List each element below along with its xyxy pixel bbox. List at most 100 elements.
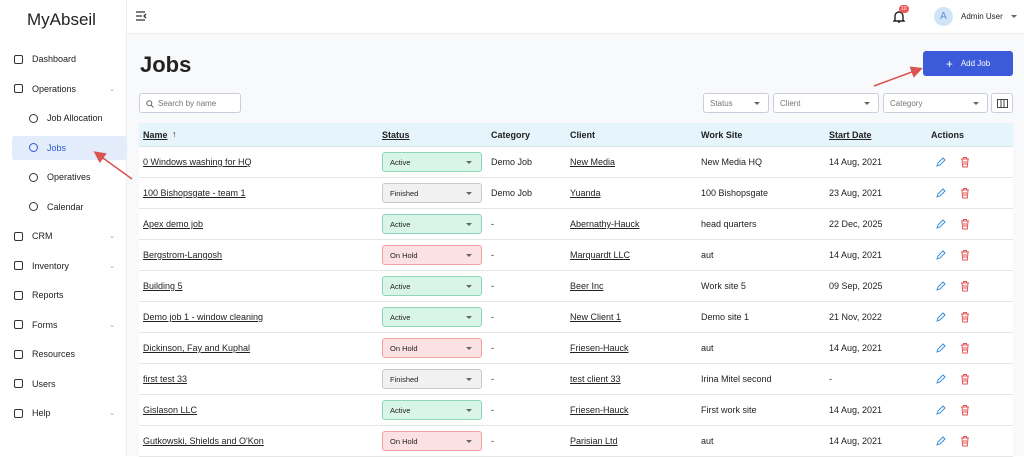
job-name-link[interactable]: Dickinson, Fay and Kuphal	[143, 343, 251, 353]
job-name-link[interactable]: Apex demo job	[143, 219, 204, 229]
status-dropdown[interactable]: Finished	[382, 183, 482, 203]
edit-button[interactable]	[936, 312, 946, 322]
filter-dropdown[interactable]: Category	[883, 93, 988, 113]
nav-label: Help	[32, 408, 51, 418]
delete-button[interactable]	[960, 188, 970, 199]
delete-button[interactable]	[960, 219, 970, 230]
expand-chevron: ⌄	[109, 410, 115, 417]
category-cell: -	[491, 405, 494, 415]
job-name-link[interactable]: 100 Bishopsgate - team 1	[143, 188, 246, 198]
job-name-link[interactable]: first test 33	[143, 374, 188, 384]
delete-button[interactable]	[960, 405, 970, 416]
edit-button[interactable]	[936, 219, 946, 229]
status-dropdown[interactable]: On Hold	[382, 338, 482, 358]
status-label: Active	[390, 405, 411, 415]
nav-item[interactable]: Operatives	[12, 165, 127, 189]
nav-item[interactable]: Jobs	[12, 135, 127, 160]
status-dropdown[interactable]: On Hold	[382, 245, 482, 265]
client-link[interactable]: New Media	[570, 157, 616, 167]
avatar[interactable]: A	[934, 7, 953, 26]
table-row: 100 Bishopsgate - team 1 Finished Demo Job…	[139, 178, 1013, 209]
menu-toggle[interactable]	[136, 11, 147, 21]
dropdown-chevron	[466, 409, 472, 412]
client-link[interactable]: Parisian Ltd	[570, 436, 618, 446]
status-dropdown[interactable]: Finished	[382, 369, 482, 389]
delete-button[interactable]	[960, 250, 970, 261]
status-dropdown[interactable]: Active	[382, 307, 482, 327]
work-site-cell: aut	[701, 250, 714, 260]
edit-button[interactable]	[936, 374, 946, 384]
status-dropdown[interactable]: Active	[382, 276, 482, 296]
edit-button[interactable]	[936, 436, 946, 446]
job-name-link[interactable]: Building 5	[143, 281, 183, 291]
nav-item[interactable]: Forms ⌄	[12, 313, 127, 337]
client-link[interactable]: Marquardt LLC	[570, 250, 631, 260]
edit-button[interactable]	[936, 188, 946, 198]
nav-item[interactable]: Users	[12, 372, 127, 396]
client-link[interactable]: Abernathy-Hauck	[570, 219, 640, 229]
dropdown-chevron	[466, 347, 472, 350]
column-header[interactable]: Name	[143, 130, 168, 140]
column-header[interactable]: Client	[570, 130, 596, 140]
nav-item[interactable]: Help ⌄	[12, 401, 127, 425]
column-header[interactable]: Work Site	[701, 130, 743, 140]
job-name-link[interactable]: Gislason LLC	[143, 405, 198, 415]
page-title: Jobs	[140, 52, 192, 77]
client-link[interactable]: Yuanda	[570, 188, 601, 198]
edit-icon	[936, 219, 946, 229]
nav-label: Reports	[32, 290, 64, 300]
status-dropdown[interactable]: Active	[382, 152, 482, 172]
column-header[interactable]: Status	[382, 130, 410, 140]
expand-chevron: ⌄	[109, 321, 115, 329]
search-box[interactable]: Search by name	[139, 93, 241, 113]
client-link[interactable]: New Client 1	[570, 312, 622, 322]
nav-item[interactable]: Inventory ⌄	[12, 254, 127, 278]
delete-button[interactable]	[960, 281, 970, 292]
brand[interactable]: MyAbseil	[27, 10, 96, 29]
nav-item[interactable]: Job Allocation	[12, 106, 127, 130]
edit-button[interactable]	[936, 405, 946, 415]
nav-item[interactable]: Resources	[12, 342, 127, 366]
delete-button[interactable]	[960, 312, 970, 323]
nav-icon	[14, 261, 23, 270]
nav-item[interactable]: CRM ⌄	[12, 224, 127, 248]
delete-button[interactable]	[960, 374, 970, 385]
status-dropdown[interactable]: Active	[382, 400, 482, 420]
edit-button[interactable]	[936, 157, 946, 167]
job-name-link[interactable]: Gutkowski, Shields and O'Kon	[143, 436, 264, 446]
delete-button[interactable]	[960, 157, 970, 168]
edit-button[interactable]	[936, 281, 946, 291]
user-name[interactable]: Admin User	[961, 12, 1003, 21]
job-name-link[interactable]: 0 Windows washing for HQ	[143, 157, 252, 167]
filter-dropdown[interactable]: Status	[703, 93, 769, 113]
client-link[interactable]: Friesen-Hauck	[570, 405, 629, 415]
edit-button[interactable]	[936, 343, 946, 353]
add-job-button[interactable]: + Add Job	[923, 51, 1013, 76]
status-label: Active	[390, 312, 411, 322]
nav-item[interactable]: Calendar	[12, 195, 127, 219]
delete-button[interactable]	[960, 436, 970, 447]
nav-item[interactable]: Dashboard	[12, 47, 127, 71]
job-name-link[interactable]: Demo job 1 - window cleaning	[143, 312, 264, 322]
delete-button[interactable]	[960, 343, 970, 354]
client-link[interactable]: Friesen-Hauck	[570, 343, 629, 353]
edit-button[interactable]	[936, 250, 946, 260]
expand-chevron: ⌄	[109, 233, 115, 240]
expand-chevron: ⌄	[109, 262, 115, 270]
nav-item[interactable]: Operations ⌄	[12, 77, 127, 101]
category-cell: -	[491, 281, 494, 291]
status-dropdown[interactable]: On Hold	[382, 431, 482, 451]
nav-item[interactable]: Reports	[12, 283, 127, 307]
columns-button[interactable]	[991, 93, 1013, 113]
status-dropdown[interactable]: Active	[382, 214, 482, 234]
nav-icon	[29, 172, 38, 182]
column-header[interactable]: Start Date	[829, 130, 872, 140]
table-row: Gutkowski, Shields and O'Kon On Hold - Pari…	[139, 426, 1013, 457]
filter-dropdown[interactable]: Client	[773, 93, 879, 113]
job-name-link[interactable]: Bergstrom-Langosh	[143, 250, 223, 260]
work-site-cell: aut	[701, 343, 714, 353]
client-link[interactable]: test client 33	[570, 374, 621, 384]
client-link[interactable]: Beer Inc	[570, 281, 604, 291]
column-header[interactable]: Category	[491, 130, 531, 140]
